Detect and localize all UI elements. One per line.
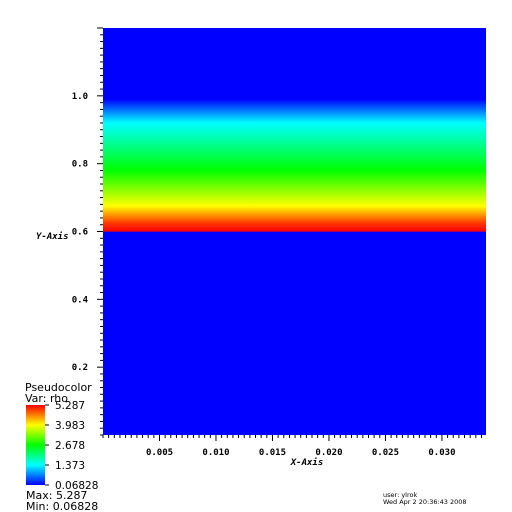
- legend-min: Min: 0.06828: [26, 500, 98, 512]
- user-label: user: ylrok: [383, 491, 417, 499]
- x-axis-ticks: [102, 435, 482, 441]
- legend-colorbar: [26, 405, 45, 485]
- y-tick-label: 0.6: [72, 228, 88, 238]
- legend: Pseudocolor Var: rho 5.287 3.983 2.678 1.37…: [25, 381, 98, 512]
- legend-max: Max: 5.287: [26, 489, 87, 502]
- y-tick-label: 0.2: [72, 363, 88, 373]
- y-tick-label: 1.0: [72, 92, 88, 102]
- y-axis-title: Y-Axis: [36, 231, 69, 242]
- x-tick-label: 0.005: [146, 448, 173, 458]
- x-tick-label: 0.010: [202, 448, 229, 458]
- x-tick-label: 0.015: [259, 448, 286, 458]
- x-tick-label: 0.025: [372, 448, 399, 458]
- legend-tick-label: 5.287: [55, 400, 85, 412]
- x-tick-labels: 0.005 0.010 0.015 0.020 0.025 0.030: [146, 448, 456, 458]
- timestamp-label: Wed Apr 2 20:36:43 2008: [383, 498, 467, 506]
- legend-tick-marks: 5.287 3.983 2.678 1.373 0.06828: [45, 400, 98, 492]
- y-tick-label: 0.4: [72, 295, 89, 305]
- heatmap-field: [103, 28, 486, 435]
- legend-variable: Var: rho: [25, 392, 68, 405]
- x-tick-label: 0.020: [315, 448, 342, 458]
- y-tick-labels: 0.2 0.4 0.6 0.8 1.0: [72, 92, 89, 373]
- y-axis-ticks: [97, 27, 103, 436]
- legend-tick-label: 3.983: [55, 420, 85, 432]
- legend-tick-label: 2.678: [55, 440, 85, 452]
- legend-tick-label: 1.373: [55, 460, 85, 472]
- x-tick-label: 0.030: [428, 448, 455, 458]
- x-axis-title: X-Axis: [290, 457, 324, 468]
- y-tick-label: 0.8: [72, 160, 88, 170]
- legend-title: Pseudocolor: [25, 381, 92, 394]
- legend-tick-label: 0.06828: [55, 480, 98, 492]
